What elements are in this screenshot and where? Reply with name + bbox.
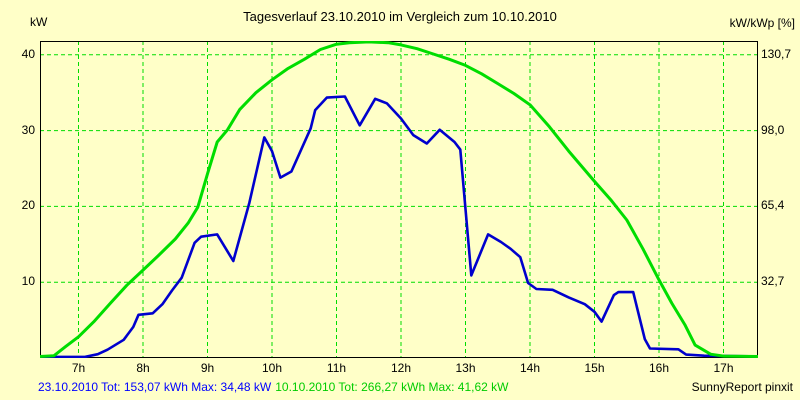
series-line-23.10.2010 (40, 95, 758, 358)
x-axis-tick-8h: 8h (136, 361, 150, 375)
footer-series2-summary: 10.10.2010 Tot: 266,27 kWh Max: 41,62 kW (275, 380, 509, 394)
x-axis-tick-7h: 7h (71, 361, 86, 375)
footer-summary: 23.10.2010 Tot: 153,07 kWh Max: 34,48 kW… (38, 380, 509, 394)
right-axis-unit-label: kW/kWp [%] (729, 16, 795, 30)
x-axis-tick-10h: 10h (261, 361, 283, 375)
footer-series1-summary: 23.10.2010 Tot: 153,07 kWh Max: 34,48 kW (38, 380, 272, 394)
plot-frame (40, 41, 758, 358)
x-axis-tick-17h: 17h (713, 361, 734, 375)
left-axis-tick-30: 30 (21, 122, 35, 137)
left-axis-unit-label: kW (30, 15, 48, 29)
chart-plot-area (40, 41, 758, 358)
x-axis-tick-9h: 9h (200, 361, 215, 375)
x-axis-tick-13h: 13h (455, 361, 476, 375)
x-axis-tick-16h: 16h (648, 361, 670, 375)
left-axis-tick-40: 40 (21, 46, 35, 61)
x-axis-tick-12h: 12h (390, 361, 412, 375)
right-axis-tick-130,7: 130,7 (761, 46, 792, 61)
right-axis-tick-32,7: 32,7 (761, 274, 785, 289)
x-axis-tick-14h: 14h (519, 361, 541, 375)
right-axis-tick-98,0: 98,0 (761, 122, 785, 137)
left-axis-tick-10: 10 (21, 274, 35, 289)
chart-title: Tagesverlauf 23.10.2010 im Vergleich zum… (243, 9, 557, 24)
right-axis-tick-65,4: 65,4 (761, 198, 785, 213)
report-credit: SunnyReport pinxit (691, 380, 793, 394)
series-line-10.10.2010 (40, 41, 758, 358)
x-axis-tick-11h: 11h (326, 361, 347, 375)
x-axis-tick-15h: 15h (584, 361, 605, 375)
left-axis-tick-20: 20 (21, 198, 35, 213)
